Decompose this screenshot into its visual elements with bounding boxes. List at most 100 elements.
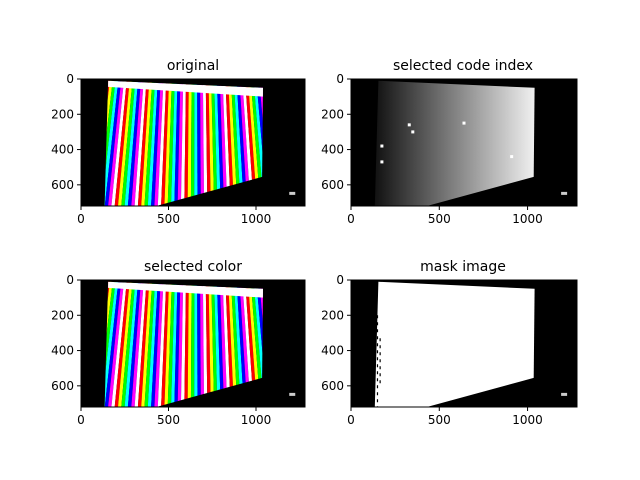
top-band	[108, 80, 263, 97]
color-stripe	[147, 80, 158, 206]
axes-frame	[350, 78, 578, 207]
color-stripe	[214, 281, 221, 407]
color-stripe	[141, 281, 153, 407]
color-stripe	[245, 281, 258, 407]
color-stripe	[200, 80, 205, 206]
speck	[462, 121, 466, 125]
color-stripe	[134, 281, 147, 407]
x-tick-label: 0	[347, 413, 355, 427]
y-tick-label: 200	[51, 308, 74, 322]
color-stripe	[144, 80, 156, 206]
panel-selected-code-index: selected code index 0 500 1000 0 200 400 600	[321, 58, 578, 226]
watermark-mark	[289, 392, 296, 396]
y-tick-label: 0	[336, 72, 344, 86]
color-stripe	[104, 281, 116, 407]
color-stripe	[236, 281, 248, 407]
color-stripe	[239, 80, 251, 206]
x-tick-label: 500	[428, 413, 451, 427]
y-tick-label: 200	[51, 107, 74, 121]
color-stripe	[233, 281, 244, 407]
x-tick-label: 1000	[241, 212, 272, 226]
color-stripe	[127, 281, 141, 407]
panel-original: original 0 500 1000 0 200 400 600	[51, 58, 306, 226]
color-stripe	[222, 80, 231, 206]
color-stripe	[214, 80, 221, 206]
color-stripe	[108, 80, 125, 206]
color-stripe	[177, 281, 184, 407]
color-stripe	[147, 281, 158, 407]
color-stripe	[250, 281, 263, 407]
axes-frame	[80, 78, 306, 207]
y-tick-label: 0	[336, 273, 344, 287]
color-stripe	[250, 80, 263, 206]
color-stripe	[236, 80, 248, 206]
color-stripe	[164, 80, 172, 206]
color-stripe	[259, 80, 263, 206]
color-stripe	[104, 80, 122, 206]
color-stripe	[121, 80, 136, 206]
color-stripe	[137, 80, 150, 206]
color-stripe	[194, 80, 198, 206]
color-stripe	[187, 80, 192, 206]
color-stripe	[216, 281, 224, 407]
y-tick-label: 400	[321, 344, 344, 358]
speck	[510, 155, 514, 159]
color-stripe	[161, 80, 170, 206]
color-stripe	[157, 281, 167, 407]
color-stripe	[154, 281, 164, 407]
y-tick-label: 0	[66, 72, 74, 86]
color-stripe	[180, 80, 186, 206]
color-stripe	[184, 281, 189, 407]
color-stripe	[205, 281, 211, 407]
top-band	[108, 281, 263, 298]
color-stripe	[231, 281, 241, 407]
color-stripe	[167, 281, 175, 407]
color-stripe	[200, 281, 205, 407]
color-stripe	[154, 80, 164, 206]
mask-region	[374, 281, 535, 407]
image-area	[351, 280, 577, 407]
axes: 0 500 1000 0 200 400 600	[321, 72, 578, 226]
color-stripe	[108, 281, 125, 407]
axes-frame	[350, 279, 578, 408]
color-stripe	[118, 281, 133, 407]
y-tick-label: 400	[51, 143, 74, 157]
image-area	[81, 280, 305, 407]
y-tick-label: 200	[321, 107, 344, 121]
speck	[407, 123, 411, 127]
color-stripe	[225, 80, 234, 206]
color-stripe	[167, 80, 175, 206]
color-stripe	[174, 281, 181, 407]
color-stripe	[239, 281, 251, 407]
speck	[411, 130, 415, 134]
x-tick-label: 500	[428, 212, 451, 226]
color-stripe	[111, 281, 127, 407]
color-stripe	[134, 80, 147, 206]
color-stripe	[127, 80, 141, 206]
speck	[380, 144, 384, 148]
x-tick-label: 500	[157, 413, 180, 427]
x-tick-label: 1000	[241, 413, 272, 427]
panel-mask-image: mask image 0 500 1000 0 200 400 600	[321, 259, 578, 427]
color-stripe	[184, 80, 189, 206]
axes: 0 500 1000 0 200 400 600	[51, 273, 306, 427]
color-stripe	[141, 80, 153, 206]
panel-title: selected code index	[393, 58, 533, 74]
y-tick-label: 600	[51, 178, 74, 192]
color-stripe	[242, 80, 254, 206]
color-stripe	[197, 281, 201, 407]
color-stripe	[228, 281, 238, 407]
color-stripe	[245, 80, 258, 206]
color-stripe	[222, 281, 231, 407]
color-stripe	[219, 80, 228, 206]
color-stripe	[253, 80, 263, 206]
y-tick-label: 400	[51, 344, 74, 358]
color-stripe	[104, 80, 119, 206]
color-stripe	[111, 80, 127, 206]
color-stripe	[171, 281, 178, 407]
color-stripe	[180, 281, 186, 407]
color-stripe	[124, 80, 139, 206]
color-stripe	[247, 80, 261, 206]
color-stripe	[233, 80, 244, 206]
color-stripe	[104, 80, 116, 206]
